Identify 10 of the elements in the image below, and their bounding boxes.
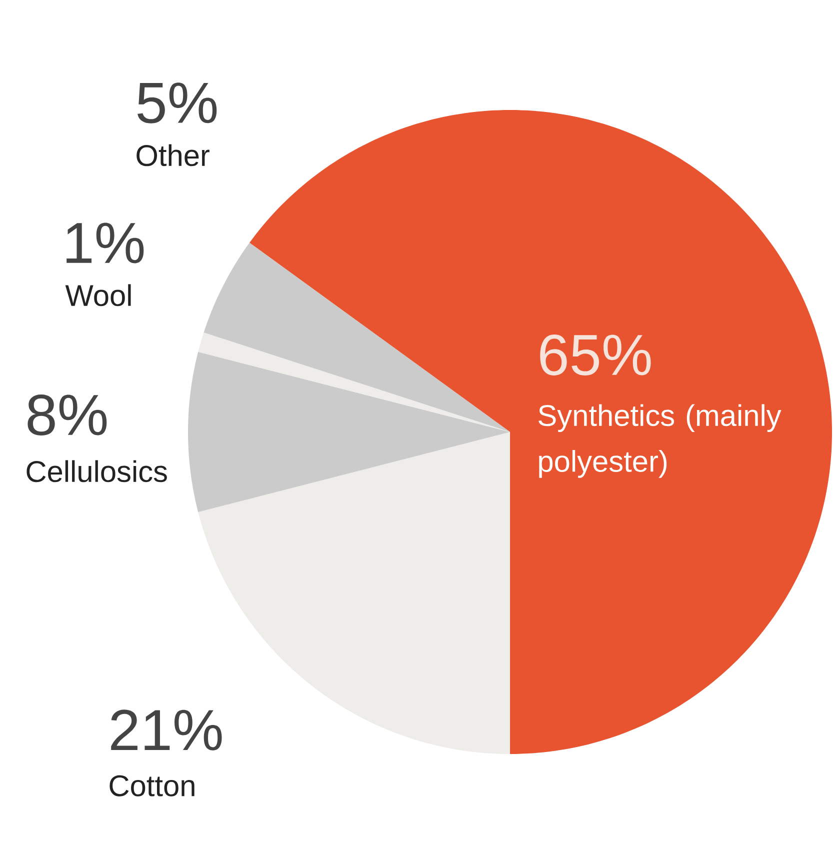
data-label: 5% (138, 82, 217, 124)
data-label: 65% (540, 334, 651, 376)
slice-label: Synthetics (mainly polyester) (538, 404, 782, 478)
slice-label: Cellulosics (26, 460, 167, 482)
data-label: 1% (66, 222, 144, 264)
slice-label: Other (136, 144, 210, 166)
slice-label: Cotton (110, 775, 194, 796)
slice-label: Wool (65, 284, 131, 306)
data-label: 21% (111, 710, 222, 750)
data-label: 8% (28, 394, 107, 436)
